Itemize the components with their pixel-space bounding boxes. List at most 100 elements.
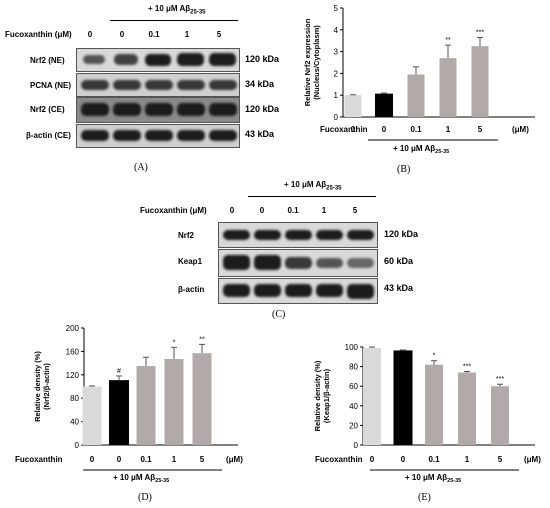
panel-c-lane-2: 0 — [259, 206, 265, 215]
bar — [363, 347, 381, 445]
panel-a-label: (A) — [134, 162, 148, 173]
panel-e-label: (E) — [418, 492, 431, 503]
treatment-subscript: 25-35 — [155, 478, 169, 484]
panel-c-row-label: Nrf2 — [178, 231, 195, 240]
y-tick-label: 80 — [349, 363, 358, 372]
y-tick-label: 40 — [70, 418, 79, 427]
bar — [136, 366, 156, 445]
panel-c-lane-4: 1 — [321, 206, 327, 215]
x-tick-label: 0 — [117, 455, 122, 464]
panel-a-kda-label: 34 kDa — [245, 79, 275, 89]
panel-c-kda-label: 43 kDa — [384, 283, 414, 293]
panel-a-kda-label: 43 kDa — [245, 129, 275, 139]
y-axis-label-line: (Keap1/β-actin) — [322, 368, 331, 423]
panel-c-treatment-line — [248, 196, 376, 197]
panel-a-fucoxanthin-label: Fucoxanthin (μM) — [5, 30, 72, 39]
y-tick-label: 3 — [334, 48, 339, 57]
panel-a-row-label: β-actin (CE) — [26, 131, 71, 140]
treatment-label: + 10 μM Aβ25-35 — [113, 473, 169, 484]
panel-c-label: (C) — [272, 309, 286, 320]
y-tick-label: 5 — [334, 4, 339, 13]
significance-marker: *** — [496, 376, 504, 383]
significance-marker: # — [117, 368, 121, 375]
y-tick-label: 0 — [334, 113, 339, 122]
panel-c-kda-label: 120 kDa — [384, 229, 419, 239]
panel-a-treatment-line — [110, 20, 238, 21]
panel-a-row-label: PCNA (NE) — [30, 81, 72, 90]
y-axis-label-line: (Nucleus/Cytoplasm) — [312, 25, 321, 100]
y-tick-label: 20 — [349, 421, 358, 430]
y-tick-label: 60 — [349, 382, 358, 391]
y-axis-label: Relative Nrf2 expression(Nucleus/Cytopla… — [303, 18, 321, 106]
y-axis-label-line: (Nrf2/β-actin) — [42, 363, 51, 410]
panel-c-lane-1: 0 — [229, 206, 235, 215]
x-tick-label: 0.1 — [140, 455, 152, 464]
bar — [439, 58, 457, 117]
x-tick-label: 0 — [401, 455, 406, 464]
x-tick-label: 5 — [498, 455, 503, 464]
bar — [425, 364, 443, 445]
panel-a-lane-5: 5 — [216, 30, 222, 39]
chart-e: 0 20 40 60 80 100 Relative density (%)(Keap1/β… — [313, 343, 541, 484]
blot-strip-beta-actin-ce — [76, 124, 240, 148]
bar — [82, 386, 102, 445]
blot-strip-pcna-ne — [76, 73, 240, 97]
panel-a-lane-1: 0 — [87, 30, 93, 39]
panel-a-lane-4: 1 — [184, 30, 190, 39]
y-tick-label: 1 — [334, 91, 339, 100]
y-tick-label: 40 — [349, 402, 358, 411]
significance-marker: * — [433, 353, 436, 360]
x-tick-label: 0 — [370, 455, 375, 464]
panel-a-treatment-label: + 10 μM Aβ25-35 — [148, 4, 206, 16]
panel-a-kda-label: 120 kDa — [245, 104, 280, 114]
blot-strip-keap1 — [218, 249, 378, 277]
panel-a-row-label: Nrf2 (CE) — [30, 105, 65, 114]
panel-b-label: (B) — [397, 164, 411, 175]
y-tick-label: 160 — [66, 347, 80, 356]
x-tick-label: 0 — [382, 125, 387, 134]
y-axis-label: Relative density (%)(Keap1/β-actin) — [313, 360, 331, 431]
fucoxanthin-label: Fucoxanthin — [315, 455, 363, 464]
chart-d: 0 40 80 120 160 200 Relative density (%)(Nrf2/… — [15, 324, 243, 484]
fucoxanthin-label: Fucoxanthin — [320, 125, 368, 134]
panel-c-row-label: β-actin — [178, 285, 205, 294]
panel-c-fucoxanthin-label: Fucoxanthin (μM) — [140, 206, 207, 215]
significance-marker: *** — [476, 29, 484, 36]
bar — [375, 93, 393, 118]
y-axis-label-line: Relative density (%) — [33, 351, 42, 422]
treatment-subscript: 25-35 — [447, 478, 461, 484]
bar — [491, 386, 509, 445]
blot-strip-nrf2-ne — [76, 48, 240, 72]
y-tick-label: 0 — [354, 441, 359, 450]
unit-label: (μM) — [226, 455, 243, 464]
significance-marker: ** — [445, 37, 451, 44]
significance-marker: * — [173, 339, 176, 346]
unit-label: (μM) — [524, 455, 541, 464]
panel-a-row-label: Nrf2 (NE) — [30, 56, 65, 65]
bar — [109, 380, 129, 446]
x-tick-label: 0 — [351, 125, 356, 134]
fucoxanthin-label: Fucoxanthin — [15, 455, 63, 464]
x-tick-label: 1 — [172, 455, 177, 464]
x-tick-label: 0 — [90, 455, 95, 464]
bar — [344, 95, 362, 117]
panel-a-kda-label: 120 kDa — [245, 54, 280, 64]
significance-marker: *** — [463, 364, 471, 371]
panel-c-treatment-label: + 10 μM Aβ25-35 — [284, 180, 342, 192]
y-axis-label-line: Relative Nrf2 expression — [303, 18, 312, 106]
y-tick-label: 2 — [334, 69, 339, 78]
y-tick-label: 0 — [75, 441, 80, 450]
bar — [458, 372, 476, 445]
treatment-label: + 10 μM Aβ25-35 — [393, 144, 449, 155]
y-tick-label: 120 — [66, 371, 80, 380]
blot-strip-beta-actin — [218, 278, 378, 304]
panel-c-lane-3: 0.1 — [287, 206, 299, 215]
y-tick-label: 100 — [345, 343, 359, 352]
bar — [393, 350, 413, 446]
panel-c-lane-5: 5 — [352, 206, 358, 215]
treatment-label: + 10 μM Aβ25-35 — [405, 473, 461, 484]
x-tick-label: 0.1 — [410, 125, 422, 134]
blot-strip-nrf2-ce — [76, 97, 240, 123]
x-tick-label: 1 — [446, 125, 451, 134]
